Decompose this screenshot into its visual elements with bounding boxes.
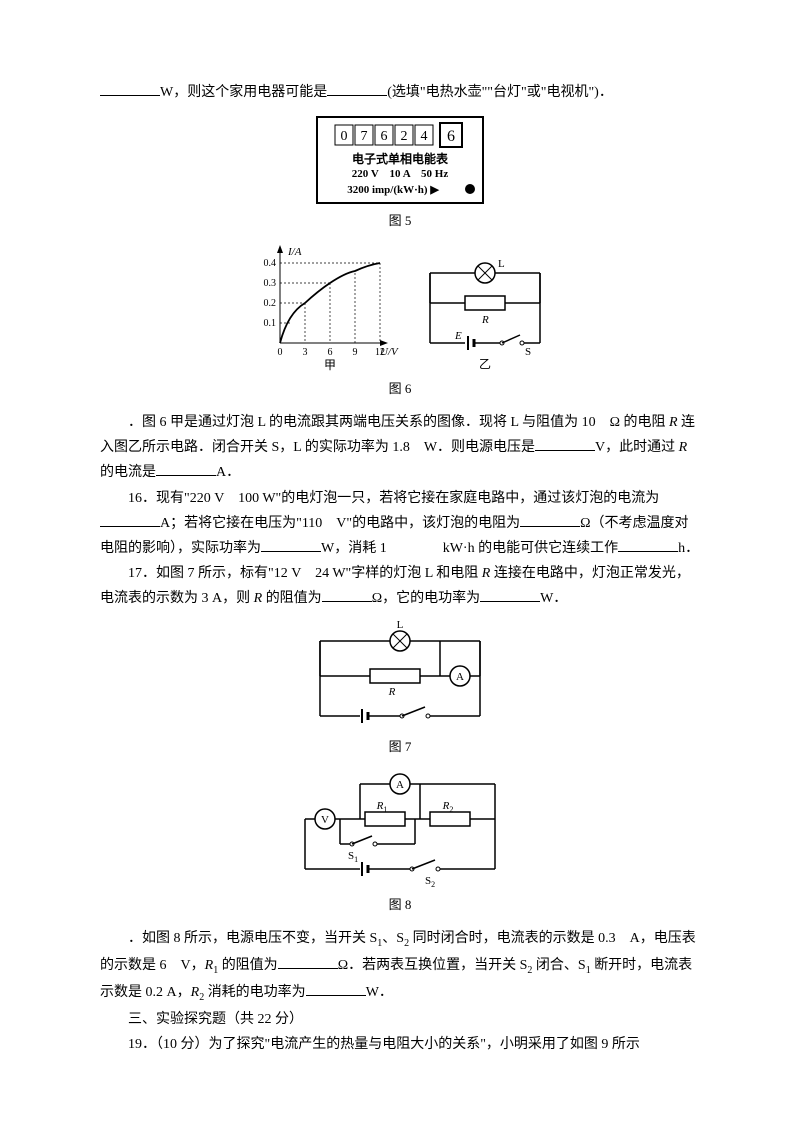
xtick: 3: [303, 347, 308, 358]
q16: 16．现有"220 V 100 W"的电灯泡一只，若将它接在家庭电路中，通过该灯…: [100, 486, 700, 562]
graph-caption: 甲: [324, 358, 336, 372]
r1-sub: 1: [383, 805, 387, 814]
circuit-caption: 乙: [479, 357, 491, 371]
text: W，则这个家用电器可能是: [160, 85, 327, 100]
r2-sub: 2: [449, 805, 453, 814]
fig5-label: 图 5: [100, 209, 700, 232]
digit: 0: [341, 129, 348, 144]
q18: ．如图 8 所示，电源电压不变，当开关 S1、S2 同时闭合时，电流表的示数是 …: [100, 926, 700, 1006]
text: 消耗的电功率为: [204, 985, 306, 1000]
fig7-label: 图 7: [100, 735, 700, 758]
text: A；若将它接在电压为"110 V"的电路中，该灯泡的电阻为: [160, 516, 520, 531]
svg-text:0: 0: [278, 347, 283, 358]
blank: [306, 982, 366, 996]
res-label: R: [481, 314, 489, 326]
figure-6: I/A U/V 0.1 0.2 0.3 0.4 0 3 6 9 12: [100, 243, 700, 400]
meter-svg: 0 7 6 2 4 6 电子式单相电能表 220 V 10 A 50 Hz 32…: [315, 115, 485, 205]
meter-line1: 电子式单相电能表: [352, 151, 449, 166]
xtick: 9: [353, 347, 358, 358]
svg-text:S1: S1: [348, 850, 358, 864]
res-label: R: [388, 686, 396, 698]
text: ．如图 8 所示，电源电压不变，当开关 S: [128, 931, 377, 946]
xtick: 12: [375, 347, 385, 358]
digit: 6: [447, 128, 455, 145]
figure-8: A V R1 R2 S1 S2 图 8: [100, 769, 700, 916]
text: 的阻值为: [218, 958, 278, 973]
text: h．: [678, 541, 699, 556]
figure-7: L R A 图 7: [100, 621, 700, 758]
text: 17．如图 7 所示，标有"12 V 24 W"字样的灯泡 L 和电阻: [128, 566, 482, 581]
q17: 17．如图 7 所示，标有"12 V 24 W"字样的灯泡 L 和电阻 R 连接…: [100, 561, 700, 611]
ytick: 0.2: [264, 298, 277, 309]
blank: [327, 82, 387, 96]
digit: 7: [361, 129, 368, 144]
blank: [156, 462, 216, 476]
blank: [322, 588, 372, 602]
fig8-label: 图 8: [100, 893, 700, 916]
s1-sub: 1: [354, 855, 358, 864]
ammeter-label: A: [396, 779, 404, 791]
meter-line3: 3200 imp/(kW·h) ▶: [347, 184, 439, 196]
blank: [278, 955, 338, 969]
figure-5: 0 7 6 2 4 6 电子式单相电能表 220 V 10 A 50 Hz 32…: [100, 115, 700, 232]
digit: 6: [381, 129, 388, 144]
meter-line2: 220 V 10 A 50 Hz: [352, 168, 449, 180]
text: Ω．若两表互换位置，当开关 S: [338, 958, 528, 973]
text: 16．现有"220 V 100 W"的电灯泡一只，若将它接在家庭电路中，通过该灯…: [128, 491, 659, 506]
xtick: 6: [328, 347, 333, 358]
digit: 2: [401, 129, 408, 144]
blank: [100, 82, 160, 96]
blank: [520, 513, 580, 527]
blank: [480, 588, 540, 602]
text: 、S: [382, 931, 404, 946]
text: 闭合、S: [532, 958, 585, 973]
text: Ω，它的电功率为: [372, 591, 480, 606]
ytick: 0.1: [264, 318, 277, 329]
blank: [100, 513, 160, 527]
text: ．图 6 甲是通过灯泡 L 的电流跟其两端电压关系的图像．现将 L 与阻值为 1…: [128, 415, 669, 430]
fig8-svg: A V R1 R2 S1 S2: [290, 769, 510, 889]
s2-sub: 2: [431, 880, 435, 889]
voltmeter-label: V: [321, 814, 329, 826]
q15: ．图 6 甲是通过灯泡 L 的电流跟其两端电压关系的图像．现将 L 与阻值为 1…: [100, 410, 700, 486]
svg-text:R1: R1: [376, 800, 388, 814]
fig7-svg: L R A: [300, 621, 500, 731]
ylabel: I/A: [287, 246, 302, 258]
svg-text:R2: R2: [442, 800, 454, 814]
ytick: 0.3: [264, 278, 277, 289]
text: 的电流是: [100, 465, 156, 480]
svg-text:S2: S2: [425, 875, 435, 889]
ammeter-label: A: [456, 671, 464, 683]
blank: [261, 538, 321, 552]
emf-label: E: [454, 330, 462, 342]
lamp-label: L: [397, 621, 404, 631]
section-3-heading: 三、实验探究题（共 22 分）: [100, 1007, 700, 1032]
blank: [535, 437, 595, 451]
blank: [618, 538, 678, 552]
fig6-svg: I/A U/V 0.1 0.2 0.3 0.4 0 3 6 9 12: [230, 243, 570, 373]
text: A．: [216, 465, 240, 480]
digit: 4: [421, 129, 428, 144]
switch-label: S: [525, 346, 531, 358]
text: 的阻值为: [262, 591, 322, 606]
lamp-label: L: [498, 258, 505, 270]
q19: 19．（10 分）为了探究"电流产生的热量与电阻大小的关系"，小明采用了如图 9…: [100, 1032, 700, 1057]
text: W．: [366, 985, 393, 1000]
ytick: 0.4: [264, 258, 277, 269]
fig6-label: 图 6: [100, 377, 700, 400]
text: (选填"电热水壶""台灯"或"电视机")．: [387, 85, 613, 100]
text: V，此时通过: [595, 440, 679, 455]
text: W，消耗 1 kW·h 的电能可供它连续工作: [321, 541, 618, 556]
text: W．: [540, 591, 567, 606]
q14-tail: W，则这个家用电器可能是 (选填"电热水壶""台灯"或"电视机")．: [100, 80, 700, 105]
